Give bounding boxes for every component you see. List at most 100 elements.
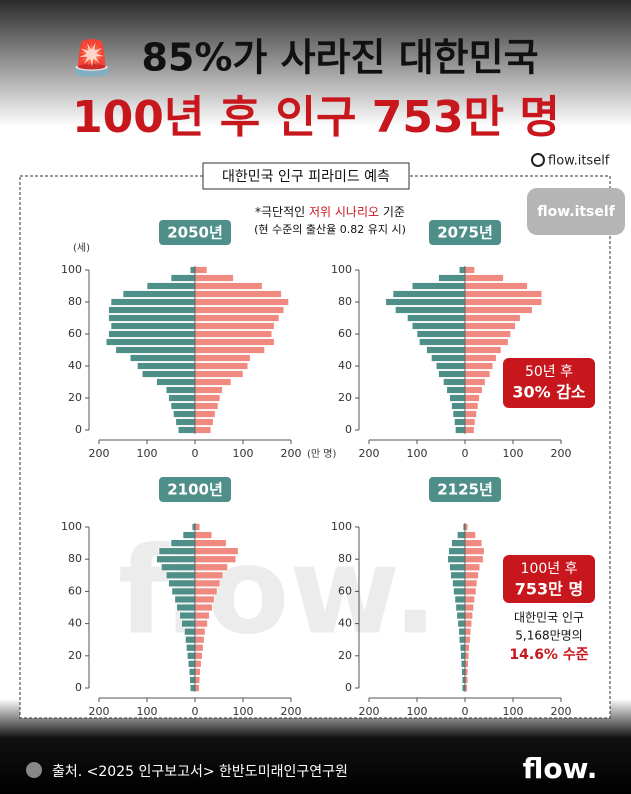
bar [137,362,196,370]
x-tick-label: 200 [551,447,572,460]
callout-line2: 753만 명 [515,580,583,599]
x-tick-label: 100 [407,705,428,718]
bar [464,571,479,580]
y-tick-label: 0 [345,681,352,694]
comparison-line3: 14.6% 수준 [509,647,588,663]
bar [181,619,196,628]
chart-title: 2100년 [167,481,223,499]
bar [156,378,196,386]
x-tick-label: 100 [233,705,254,718]
bar [431,354,466,362]
bar [458,266,466,274]
y-tick-label: 0 [75,681,82,694]
y-tick-label: 100 [61,263,82,276]
y-tick-label: 100 [61,520,82,533]
bar [449,394,466,402]
bar [459,644,466,652]
bar [189,266,196,274]
y-tick-label: 20 [338,649,352,662]
bar [464,531,476,539]
bar [446,386,466,394]
bar [189,684,196,692]
x-tick-label: 100 [503,705,524,718]
bar [194,555,237,563]
bar [108,306,196,314]
bar [194,587,218,596]
y-tick-label: 60 [68,327,82,340]
bar [435,362,466,370]
bar [464,362,494,370]
year-badge [429,220,501,245]
bar [168,579,196,588]
bar [184,627,196,636]
y-tick-label: 100 [331,263,352,276]
bar [194,298,289,306]
x-tick-label: 100 [137,447,158,460]
bar [194,306,285,314]
bar [449,563,466,571]
bar [194,660,202,668]
bar [451,539,466,547]
bar [448,547,466,555]
bar [187,660,196,668]
y-axis-label: (세) [73,242,90,254]
handle: flow.itself [548,154,610,169]
bar [464,394,480,402]
bar [186,644,196,652]
bar [464,354,497,362]
bar [194,274,234,282]
bar [194,579,221,588]
bar [464,619,473,628]
bar [457,531,466,539]
y-tick-label: 80 [338,552,352,565]
bar [419,338,466,346]
y-tick-label: 60 [338,584,352,597]
bar [464,386,483,394]
tooltip: flow.itself [537,204,615,220]
bar [464,290,543,298]
bar [464,660,469,668]
chart-title: 2125년 [437,481,493,499]
x-tick-label: 200 [551,705,572,718]
bar [170,539,196,547]
bar [170,402,196,410]
bar [452,410,466,418]
y-tick-label: 40 [338,617,352,630]
bar [122,290,196,298]
bar [194,338,275,346]
bar [194,539,227,547]
x-tick-label: 100 [137,705,158,718]
callout-line2: 30% 감소 [512,383,586,402]
bar [194,603,213,612]
bar [464,338,509,346]
note-highlight: 저위 시나리오 [309,205,379,219]
brand: flow. [523,752,598,785]
siren-emoji: 🚨 [71,39,113,79]
user-icon [26,762,42,778]
bar [194,386,223,394]
bar [407,314,466,322]
year-badge [159,220,231,245]
bar [464,547,485,555]
bar [194,619,208,628]
bar [194,426,212,434]
y-tick-label: 40 [68,617,82,630]
y-tick-label: 80 [68,552,82,565]
bar [146,282,196,290]
watermark: flow. [118,523,438,662]
bar [179,611,196,620]
bar [458,635,466,644]
bar [174,595,196,604]
bar [460,652,466,660]
bar [464,644,470,652]
year-badge [159,477,231,502]
bar [194,595,215,604]
x-tick-label: 200 [281,705,302,718]
bar [447,555,466,563]
bar [165,571,196,580]
bar [110,322,196,330]
bar [411,322,466,330]
bar [438,370,466,378]
bar [464,611,473,620]
